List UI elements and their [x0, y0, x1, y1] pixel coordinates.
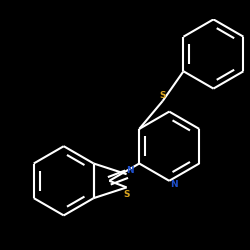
- Text: S: S: [160, 91, 166, 100]
- Text: N: N: [126, 166, 134, 175]
- Text: S: S: [123, 190, 130, 199]
- Text: N: N: [170, 180, 177, 189]
